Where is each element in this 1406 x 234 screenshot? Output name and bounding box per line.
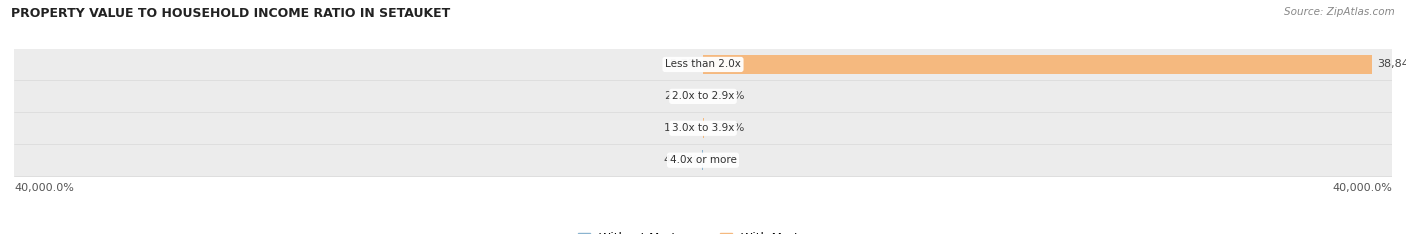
Text: 47.2%: 47.2% — [664, 155, 699, 165]
Text: 4.0x or more: 4.0x or more — [669, 155, 737, 165]
Text: 2.0x to 2.9x: 2.0x to 2.9x — [672, 91, 734, 101]
Legend: Without Mortgage, With Mortgage: Without Mortgage, With Mortgage — [574, 227, 832, 234]
Text: 23.7%: 23.7% — [664, 91, 699, 101]
Text: PROPERTY VALUE TO HOUSEHOLD INCOME RATIO IN SETAUKET: PROPERTY VALUE TO HOUSEHOLD INCOME RATIO… — [11, 7, 450, 20]
Text: Less than 2.0x: Less than 2.0x — [665, 59, 741, 69]
Text: 9.0%: 9.0% — [709, 155, 737, 165]
Text: 13.4%: 13.4% — [664, 123, 699, 133]
Bar — [14, 49, 1392, 80]
Bar — [14, 145, 1392, 176]
Text: 35.2%: 35.2% — [709, 123, 744, 133]
Bar — [14, 113, 1392, 144]
Bar — [703, 55, 1372, 74]
Text: Source: ZipAtlas.com: Source: ZipAtlas.com — [1284, 7, 1395, 17]
Text: 15.7%: 15.7% — [664, 59, 699, 69]
Text: 3.0x to 3.9x: 3.0x to 3.9x — [672, 123, 734, 133]
Bar — [14, 81, 1392, 112]
Text: 40,000.0%: 40,000.0% — [1331, 183, 1392, 193]
Text: 38,844.0%: 38,844.0% — [1378, 59, 1406, 69]
Text: 40,000.0%: 40,000.0% — [14, 183, 75, 193]
Text: 28.6%: 28.6% — [709, 91, 744, 101]
